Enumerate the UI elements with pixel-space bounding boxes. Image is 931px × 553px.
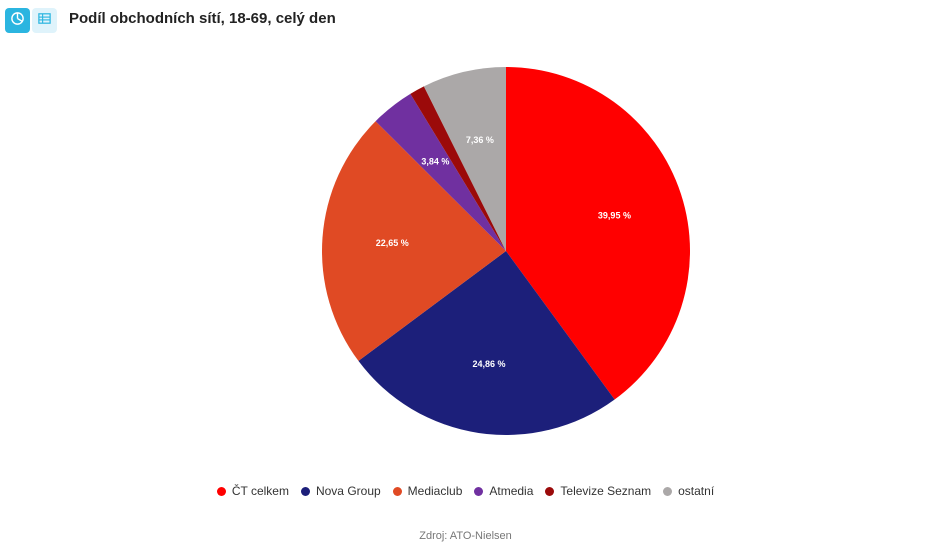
- legend-marker: [216, 486, 226, 496]
- pie-slice-label-1: 24,86 %: [472, 359, 505, 369]
- legend-label: Televize Seznam: [560, 484, 652, 498]
- pie-slice-2[interactable]: [322, 121, 506, 361]
- view-toggle-group: [5, 8, 57, 33]
- legend-item-0[interactable]: ČT celkem: [216, 484, 289, 498]
- legend-label: Atmedia: [489, 484, 534, 498]
- legend-item-1[interactable]: Nova Group: [300, 484, 381, 498]
- legend-marker: [474, 486, 484, 496]
- legend-label: ostatní: [678, 484, 715, 498]
- pie-slice-0[interactable]: [506, 67, 691, 400]
- pie-view-button[interactable]: [5, 8, 30, 33]
- legend-label: Mediaclub: [407, 484, 463, 498]
- pie-slice-3[interactable]: [375, 93, 506, 251]
- legend-marker: [392, 486, 402, 496]
- legend-marker: [663, 486, 673, 496]
- legend-item-4[interactable]: Televize Seznam: [545, 484, 651, 498]
- pie-slice-label-2: 22,65 %: [376, 238, 409, 248]
- table-view-button[interactable]: [32, 8, 57, 33]
- pie-slice-4[interactable]: [410, 86, 506, 251]
- legend-label: ČT celkem: [231, 484, 289, 498]
- chart-title: Podíl obchodních sítí, 18-69, celý den: [69, 10, 336, 27]
- source-note: Zdroj: ATO-Nielsen: [419, 530, 512, 542]
- pie-slice-5[interactable]: [423, 67, 506, 251]
- chart-legend: ČT celkem Nova Group Mediaclub Atmedia Telev…: [0, 484, 931, 498]
- pie-slice-label-3: 3,84 %: [421, 156, 449, 166]
- pie-slice-1[interactable]: [358, 251, 615, 436]
- legend-item-3[interactable]: Atmedia: [474, 484, 533, 498]
- table-icon: [37, 11, 52, 31]
- legend-label: Nova Group: [315, 484, 381, 498]
- pie-chart-icon: [10, 11, 25, 31]
- legend-marker: [545, 486, 555, 496]
- pie-slice-label-5: 7,36 %: [466, 135, 494, 145]
- legend-marker: [300, 486, 310, 496]
- legend-item-5[interactable]: ostatní: [663, 484, 714, 498]
- pie-slice-label-0: 39,95 %: [598, 211, 631, 221]
- legend-item-2[interactable]: Mediaclub: [392, 484, 463, 498]
